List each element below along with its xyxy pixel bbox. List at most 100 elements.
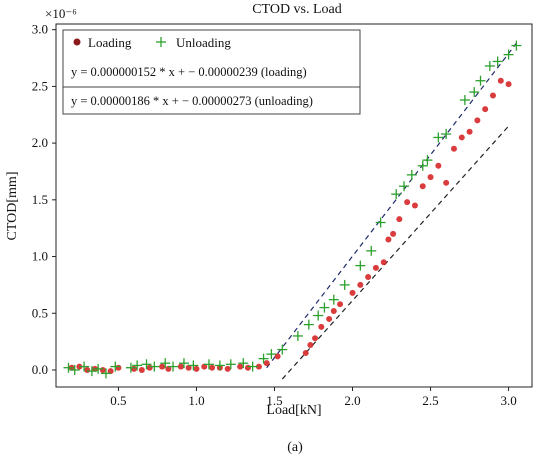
point-unloading bbox=[188, 360, 199, 371]
point-unloading bbox=[258, 353, 269, 364]
point-loading bbox=[435, 162, 442, 169]
point-loading bbox=[224, 365, 231, 372]
y-tick-label: 2.0 bbox=[32, 135, 48, 150]
plot-frame bbox=[55, 23, 533, 388]
point-loading bbox=[489, 92, 496, 99]
point-unloading bbox=[247, 361, 258, 372]
point-loading bbox=[263, 360, 270, 367]
y-tick-label: 0.5 bbox=[32, 305, 48, 320]
point-unloading bbox=[391, 189, 402, 200]
legend-loading-label: Loading bbox=[88, 35, 132, 50]
point-unloading bbox=[93, 363, 104, 374]
point-loading bbox=[177, 363, 184, 370]
point-loading bbox=[159, 363, 166, 370]
point-loading bbox=[131, 365, 138, 372]
y-tick-label: 2.5 bbox=[32, 78, 48, 93]
point-unloading bbox=[441, 129, 452, 140]
point-loading bbox=[411, 202, 418, 209]
point-loading bbox=[274, 353, 281, 360]
point-loading bbox=[165, 365, 172, 372]
point-unloading bbox=[511, 40, 522, 51]
point-unloading bbox=[503, 49, 514, 60]
point-loading bbox=[419, 183, 426, 190]
point-loading bbox=[404, 199, 411, 206]
point-unloading bbox=[406, 169, 417, 180]
point-loading bbox=[482, 106, 489, 113]
y-tick-label: 1.0 bbox=[32, 249, 48, 264]
point-loading bbox=[84, 366, 91, 373]
y-tick-label: 3.0 bbox=[32, 22, 48, 37]
legend-unloading-label: Unloading bbox=[176, 35, 231, 50]
point-unloading bbox=[86, 366, 97, 377]
point-unloading bbox=[319, 302, 330, 313]
y-multiplier-label: ×10⁻⁶ bbox=[45, 6, 77, 21]
point-unloading bbox=[238, 358, 249, 369]
point-loading bbox=[237, 363, 244, 370]
point-loading bbox=[302, 349, 309, 356]
point-loading bbox=[385, 236, 392, 243]
point-unloading bbox=[417, 160, 428, 171]
point-loading bbox=[318, 323, 325, 330]
point-loading bbox=[396, 216, 403, 223]
point-loading bbox=[365, 273, 372, 280]
point-unloading bbox=[366, 245, 377, 256]
figure-caption: (a) bbox=[287, 440, 303, 455]
point-loading bbox=[99, 366, 106, 373]
point-unloading bbox=[125, 362, 136, 373]
point-loading bbox=[443, 179, 450, 186]
legend-unloading-marker bbox=[156, 37, 166, 47]
legend: Loading Unloading y = 0.000000152 * x + … bbox=[62, 29, 361, 115]
point-loading bbox=[330, 307, 337, 314]
point-loading bbox=[244, 364, 251, 371]
chart-title: CTOD vs. Load bbox=[252, 2, 342, 17]
point-unloading bbox=[214, 360, 225, 371]
x-tick-label: 2.5 bbox=[422, 393, 438, 408]
x-tick-label: 3.0 bbox=[500, 393, 516, 408]
y-tick-label: 0.0 bbox=[32, 362, 48, 377]
point-unloading bbox=[225, 359, 236, 370]
point-loading bbox=[209, 364, 216, 371]
point-unloading bbox=[100, 368, 111, 379]
point-unloading bbox=[339, 279, 350, 290]
point-loading bbox=[107, 368, 114, 375]
point-unloading bbox=[110, 361, 121, 372]
data-layer bbox=[63, 40, 522, 380]
point-loading bbox=[450, 145, 457, 152]
point-loading bbox=[380, 259, 387, 266]
point-unloading bbox=[69, 364, 80, 375]
point-loading bbox=[357, 281, 364, 288]
point-loading bbox=[326, 315, 333, 322]
point-loading bbox=[185, 364, 192, 371]
point-loading bbox=[497, 77, 504, 84]
legend-box bbox=[62, 29, 361, 115]
point-unloading bbox=[313, 310, 324, 321]
fit-line-loading bbox=[281, 125, 510, 380]
point-unloading bbox=[375, 217, 386, 228]
point-loading bbox=[138, 366, 145, 373]
y-tick-label: 1.5 bbox=[32, 192, 48, 207]
legend-loading-marker bbox=[73, 38, 81, 46]
x-tick-label: 2.0 bbox=[344, 393, 360, 408]
point-unloading bbox=[459, 95, 470, 106]
point-unloading bbox=[160, 358, 171, 369]
point-unloading bbox=[141, 359, 152, 370]
point-unloading bbox=[492, 56, 503, 67]
point-unloading bbox=[303, 319, 314, 330]
x-tick-label: 1.0 bbox=[188, 393, 204, 408]
point-unloading bbox=[168, 361, 179, 372]
point-loading bbox=[474, 117, 481, 124]
point-loading bbox=[201, 363, 208, 370]
point-unloading bbox=[422, 155, 433, 166]
point-loading bbox=[307, 342, 314, 349]
point-unloading bbox=[355, 260, 366, 271]
point-loading bbox=[255, 363, 262, 370]
x-axis-label: Load[kN] bbox=[266, 403, 321, 418]
point-unloading bbox=[292, 330, 303, 341]
point-unloading bbox=[328, 294, 339, 305]
point-loading bbox=[115, 364, 122, 371]
axes-layer: 0.5 1.0 1.5 2.0 2.5 3.0 0.0 0.5 1.0 1.5 2.0 2.5 3.0 bbox=[32, 22, 517, 408]
point-loading bbox=[466, 128, 473, 135]
point-loading bbox=[337, 301, 344, 308]
